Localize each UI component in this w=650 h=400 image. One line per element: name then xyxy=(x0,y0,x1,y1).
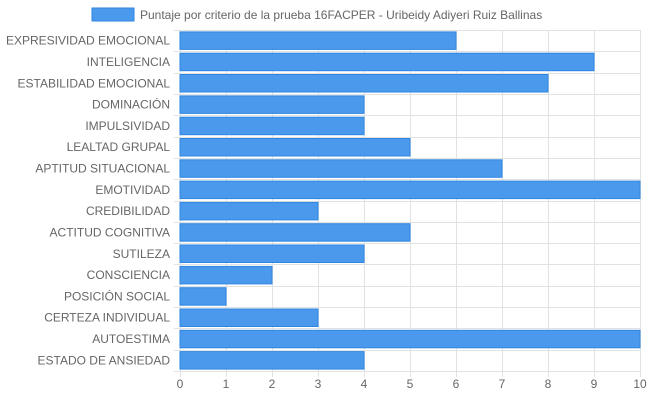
bar[interactable] xyxy=(179,74,549,93)
category-label: DOMINACIÓN xyxy=(92,97,170,112)
bar[interactable] xyxy=(179,180,641,200)
x-tick-label: 1 xyxy=(223,377,230,391)
category-labels: EXPRESIVIDAD EMOCIONAL INTELIGENCIA ESTABI… xyxy=(6,34,170,368)
category-label: AUTOESTIMA xyxy=(92,332,170,346)
category-label: ESTADO DE ANSIEDAD xyxy=(38,353,171,367)
bar[interactable] xyxy=(179,223,411,242)
category-label: IMPULSIVIDAD xyxy=(85,119,170,133)
bar[interactable] xyxy=(179,201,319,221)
category-label: LEALTAD GRUPAL xyxy=(67,140,171,154)
bars xyxy=(179,31,641,370)
category-label: INTELIGENCIA xyxy=(87,55,170,69)
category-label: CERTEZA INDIVIDUAL xyxy=(44,311,170,325)
x-tick-label: 8 xyxy=(545,377,552,391)
legend-label: Puntaje por criterio de la prueba 16FACP… xyxy=(140,8,542,22)
bar[interactable] xyxy=(179,159,503,178)
category-label: CONSCIENCIA xyxy=(87,268,170,282)
x-axis-tick-labels: 0 1 2 3 4 5 6 7 8 9 10 xyxy=(177,377,647,391)
bar[interactable] xyxy=(179,31,457,50)
x-tick-label: 9 xyxy=(591,377,598,391)
bar[interactable] xyxy=(179,244,365,263)
category-label: APTITUD SITUACIONAL xyxy=(35,162,170,176)
bar[interactable] xyxy=(179,95,365,114)
x-tick-label: 0 xyxy=(177,377,184,391)
x-tick-label: 5 xyxy=(407,377,414,391)
category-label: ACTITUD COGNITIVA xyxy=(50,226,170,240)
x-tick-label: 10 xyxy=(633,377,647,391)
category-label: CREDIBILIDAD xyxy=(86,204,170,218)
x-tick-label: 7 xyxy=(499,377,506,391)
category-label: ESTABILIDAD EMOCIONAL xyxy=(18,76,171,90)
bar[interactable] xyxy=(179,52,595,72)
legend-swatch xyxy=(91,7,135,22)
bar[interactable] xyxy=(179,116,365,136)
x-tick-label: 6 xyxy=(453,377,460,391)
x-tick-label: 2 xyxy=(269,377,276,391)
category-label: EXPRESIVIDAD EMOCIONAL xyxy=(6,34,170,48)
bar[interactable] xyxy=(179,329,641,349)
legend[interactable]: Puntaje por criterio de la prueba 16FACP… xyxy=(91,7,542,22)
bar[interactable] xyxy=(179,308,319,327)
category-label: EMOTIVIDAD xyxy=(95,183,170,197)
bar[interactable] xyxy=(179,287,227,306)
category-label: SUTILEZA xyxy=(113,247,170,261)
bar[interactable] xyxy=(179,351,365,370)
x-tick-label: 4 xyxy=(361,377,368,391)
category-label: POSICIÓN SOCIAL xyxy=(64,288,170,303)
bar[interactable] xyxy=(179,265,273,285)
bar[interactable] xyxy=(179,138,411,157)
x-tick-label: 3 xyxy=(315,377,322,391)
